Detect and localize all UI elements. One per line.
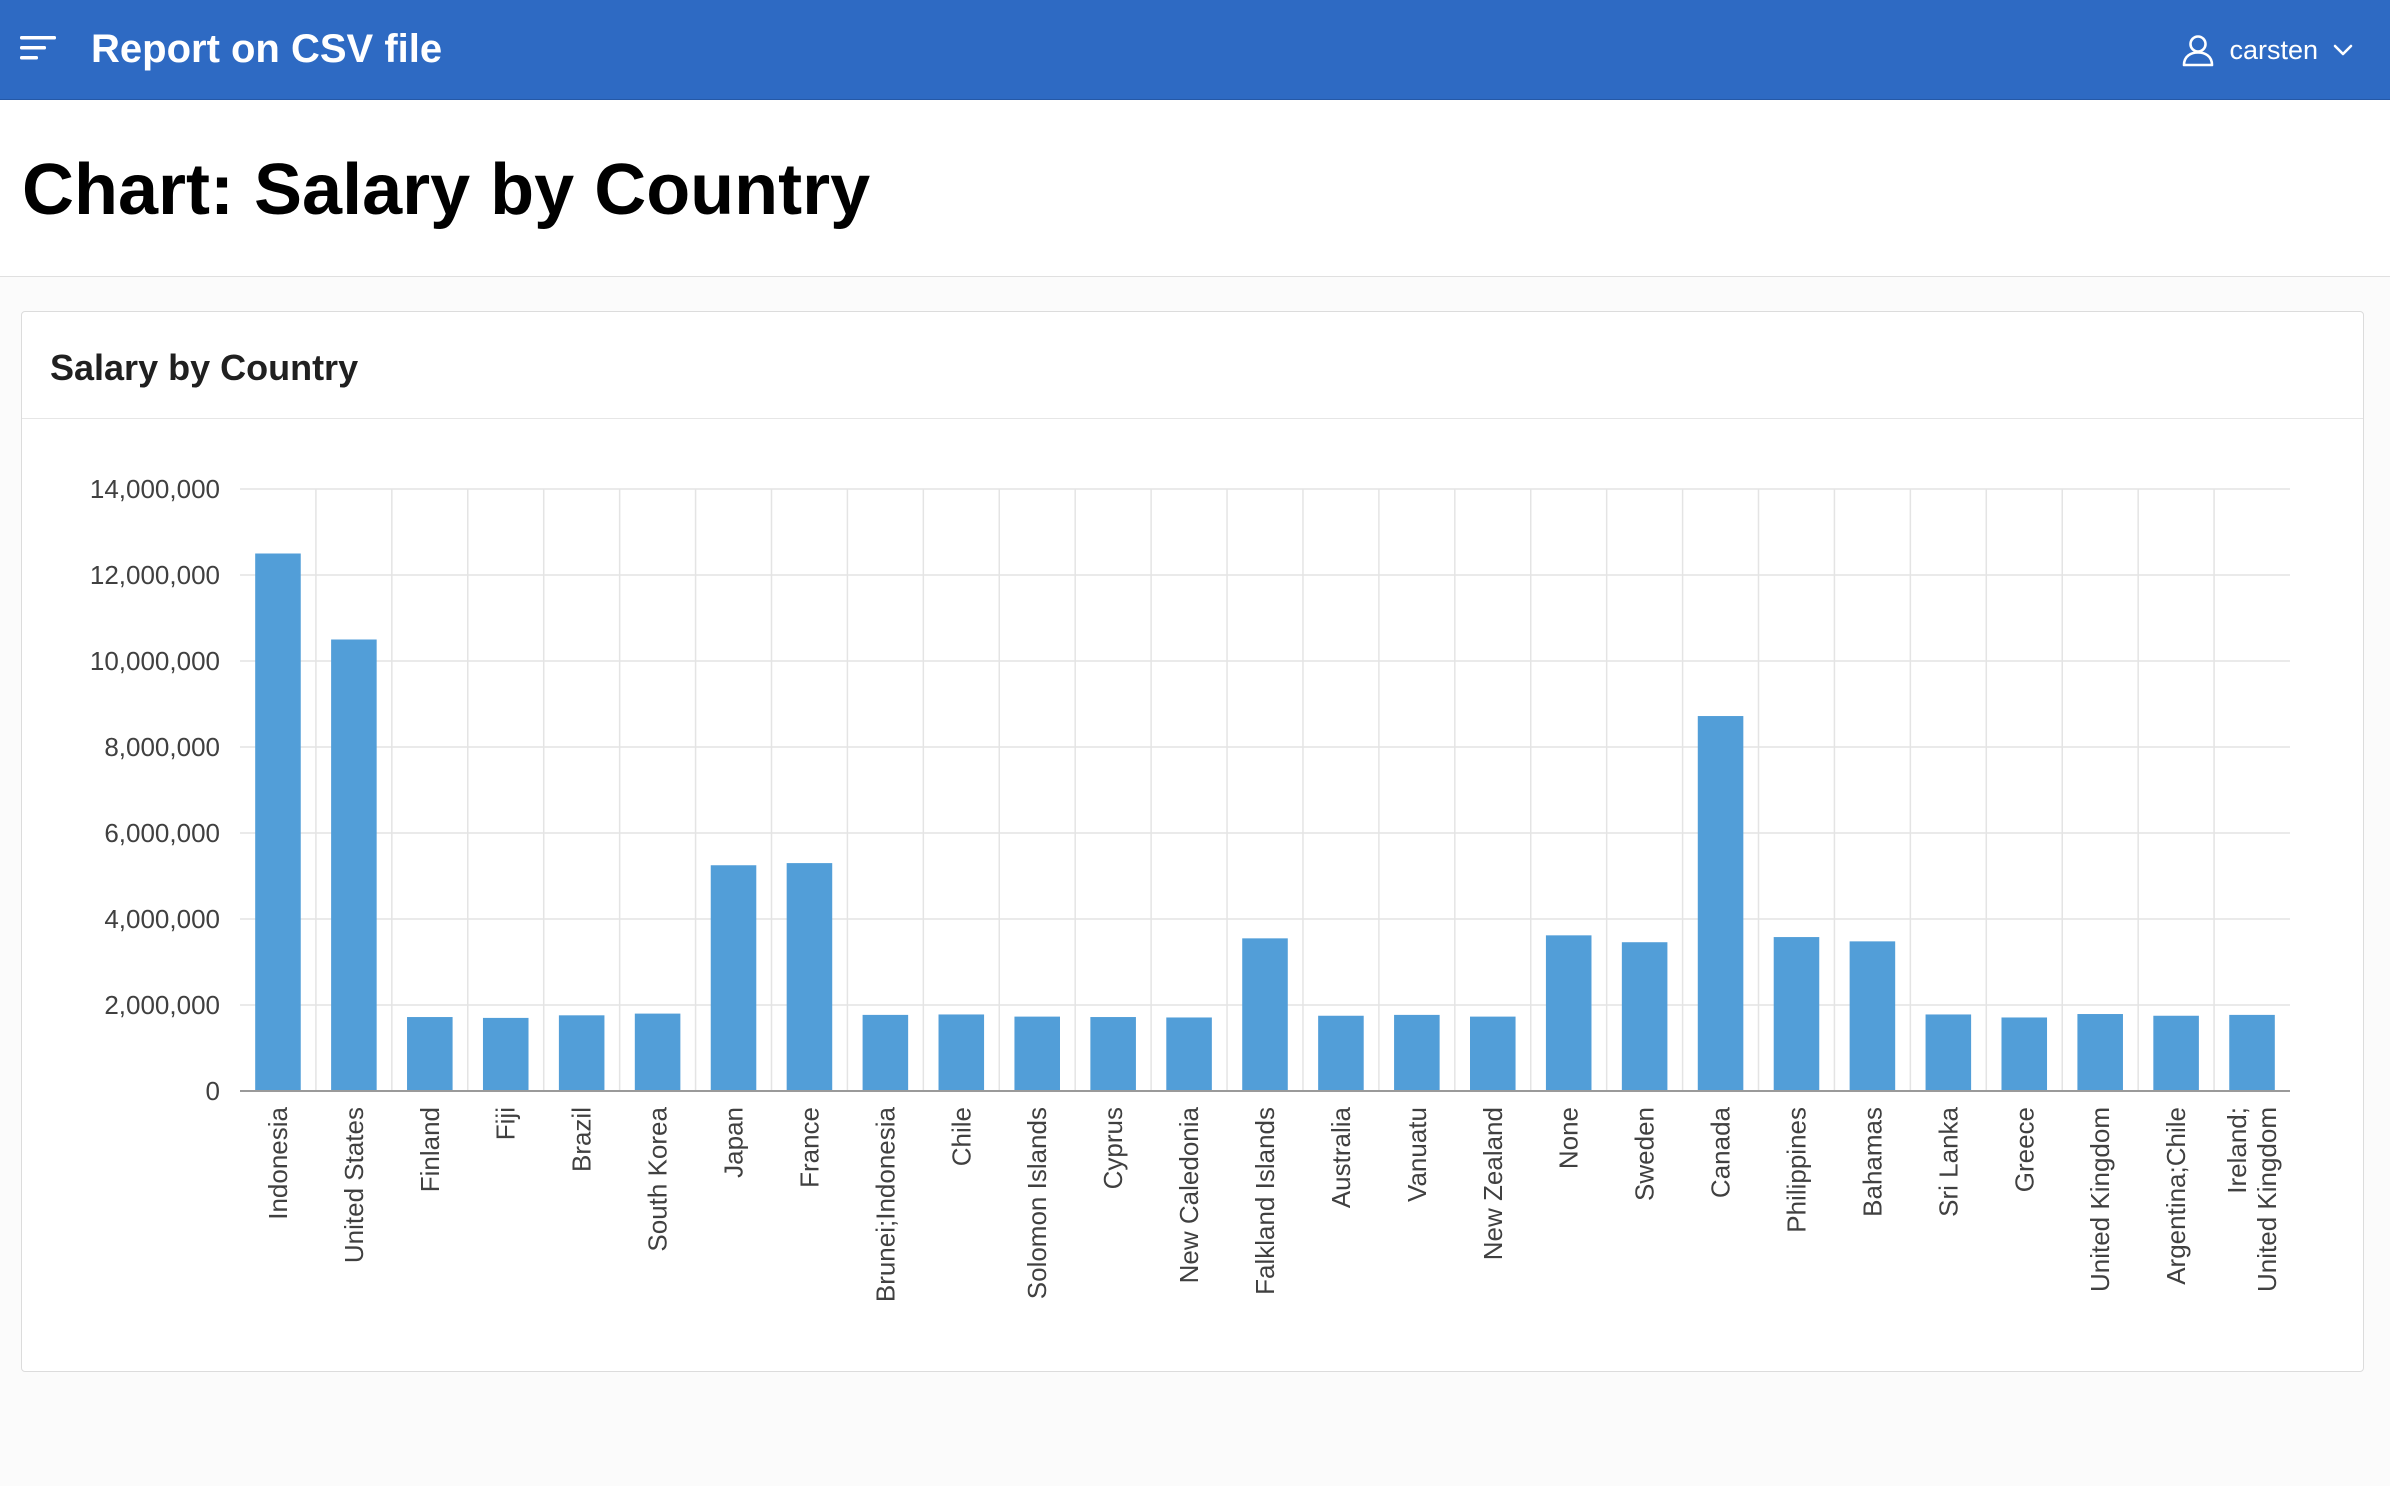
x-category-label: Brunei;Indonesia — [870, 1106, 900, 1302]
x-category-label: South Korea — [643, 1106, 673, 1251]
bar[interactable] — [558, 1015, 605, 1091]
x-category-label: Cyprus — [1098, 1107, 1128, 1189]
x-category-label: Canada — [1706, 1106, 1736, 1198]
x-category-label: Chile — [946, 1107, 976, 1166]
bar[interactable] — [255, 553, 301, 1092]
bar[interactable] — [1090, 1017, 1136, 1091]
bar[interactable] — [1242, 938, 1288, 1091]
page-title-bar: Chart: Salary by Country — [0, 100, 2390, 277]
y-tick-label: 14,000,000 — [90, 474, 220, 504]
bar[interactable] — [634, 1013, 681, 1091]
bar[interactable] — [1318, 1015, 1364, 1091]
x-category-label: Brazil — [567, 1107, 597, 1172]
x-category-label: United Kingdom — [2085, 1107, 2115, 1292]
x-category-label: Indonesia — [263, 1106, 293, 1219]
bar[interactable] — [1849, 941, 1896, 1091]
page-title: Chart: Salary by Country — [22, 150, 871, 230]
user-name: carsten — [2229, 34, 2318, 65]
x-category-label: None — [1554, 1107, 1584, 1169]
hamburger-menu-icon[interactable] — [20, 34, 56, 62]
x-category-label: Finland — [415, 1107, 445, 1192]
y-tick-label: 8,000,000 — [104, 732, 220, 762]
bar[interactable] — [938, 1014, 985, 1091]
bar[interactable] — [331, 639, 377, 1092]
y-tick-label: 0 — [206, 1076, 220, 1106]
bar[interactable] — [1394, 1014, 1440, 1091]
x-category-label: Bahamas — [1857, 1107, 1887, 1217]
bar[interactable] — [710, 865, 757, 1091]
bar[interactable] — [1014, 1016, 1060, 1091]
bar[interactable] — [2229, 1014, 2275, 1091]
bar[interactable] — [1773, 937, 1820, 1091]
x-category-label: Japan — [719, 1107, 749, 1178]
top-navigation-bar: Report on CSV file carsten — [0, 0, 2390, 100]
x-category-label: Argentina;Chile — [2161, 1107, 2191, 1285]
bar[interactable] — [407, 1017, 453, 1091]
y-tick-label: 10,000,000 — [90, 646, 220, 676]
x-category-label: Philippines — [1781, 1107, 1811, 1233]
bar[interactable] — [1697, 716, 1744, 1091]
y-tick-label: 4,000,000 — [104, 904, 220, 934]
bar[interactable] — [1166, 1017, 1212, 1091]
y-tick-label: 12,000,000 — [90, 560, 220, 590]
user-menu-button[interactable]: carsten — [2181, 26, 2354, 74]
x-category-label: Sweden — [1630, 1107, 1660, 1201]
chevron-down-icon — [2333, 44, 2353, 56]
bar[interactable] — [1545, 935, 1592, 1091]
bar[interactable] — [482, 1017, 529, 1091]
x-category-label: Ireland; — [2222, 1107, 2252, 1194]
y-tick-label: 6,000,000 — [104, 818, 220, 848]
x-category-label: Vanuatu — [1402, 1107, 1432, 1202]
x-category-label: France — [794, 1107, 824, 1188]
x-category-label: Australia — [1326, 1106, 1356, 1208]
bar[interactable] — [1621, 942, 1668, 1091]
x-category-label: Fiji — [491, 1107, 521, 1140]
x-category-label: United Kingdom — [2252, 1107, 2282, 1292]
x-category-label: New Caledonia — [1174, 1106, 1204, 1283]
bar[interactable] — [862, 1014, 909, 1091]
salary-bar-chart: 0 2,000,000 4,000,000 6,000,000 8,000,000 10,… — [90, 474, 2290, 1302]
bar[interactable] — [786, 863, 833, 1091]
x-category-label: Solomon Islands — [1022, 1107, 1052, 1299]
y-tick-label: 2,000,000 — [104, 990, 220, 1020]
chart-region: Salary by Country 0 2,000,000 4,000,000 6,0… — [21, 311, 2364, 1372]
bar[interactable] — [2001, 1017, 2048, 1091]
region-title: Salary by Country — [50, 347, 359, 388]
x-category-label: United States — [339, 1107, 369, 1263]
bar[interactable] — [1925, 1014, 1972, 1091]
app-title[interactable]: Report on CSV file — [91, 27, 443, 71]
x-category-label: New Zealand — [1478, 1107, 1508, 1260]
user-icon — [2183, 35, 2214, 67]
bar[interactable] — [2077, 1014, 2123, 1091]
x-category-label: Falkland Islands — [1250, 1107, 1280, 1295]
region-header: Salary by Country — [22, 312, 2363, 419]
x-category-label: Greece — [2009, 1107, 2039, 1192]
bar[interactable] — [2153, 1015, 2199, 1091]
bar[interactable] — [1470, 1016, 1516, 1091]
x-category-label: Sri Lanka — [1933, 1106, 1963, 1216]
